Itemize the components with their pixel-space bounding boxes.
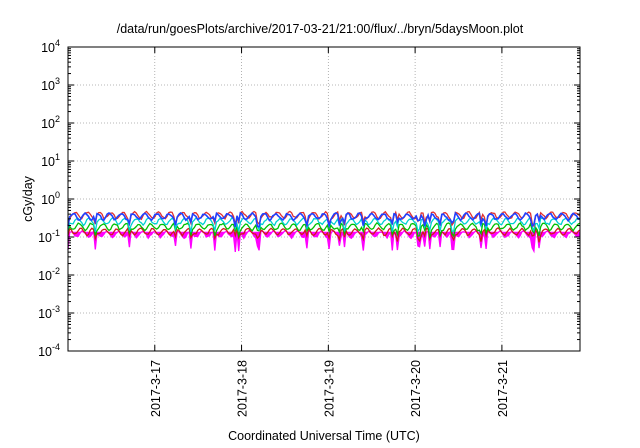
series-line xyxy=(68,213,580,227)
series-group xyxy=(68,211,580,252)
x-tick-label: 2017-3-20 xyxy=(409,360,423,417)
y-tick-label: 10-3 xyxy=(38,304,60,321)
x-tick-label: 2017-3-19 xyxy=(322,360,336,417)
y-tick-label: 101 xyxy=(41,152,60,169)
y-tick-label: 103 xyxy=(41,76,60,93)
x-tick-label: 2017-3-17 xyxy=(149,360,163,417)
chart-title: /data/run/goesPlots/archive/2017-03-21/2… xyxy=(117,22,524,36)
y-tick-label: 104 xyxy=(41,38,60,55)
y-tick-label: 10-1 xyxy=(38,228,60,245)
y-tick-label: 10-2 xyxy=(38,266,60,283)
y-tick-label: 10-4 xyxy=(38,342,60,359)
x-tick-label: 2017-3-18 xyxy=(236,360,250,417)
y-axis: 104 103 102 101 100 10-1 10-2 10-3 10-4 xyxy=(38,38,580,359)
chart: /data/run/goesPlots/archive/2017-03-21/2… xyxy=(0,0,640,448)
x-tick-label: 2017-3-21 xyxy=(496,360,510,417)
grid xyxy=(68,47,580,351)
y-tick-label: 100 xyxy=(41,190,60,207)
y-tick-label: 102 xyxy=(41,114,60,131)
x-axis-label: Coordinated Universal Time (UTC) xyxy=(228,429,420,443)
y-axis-label: cGy/day xyxy=(21,175,35,222)
